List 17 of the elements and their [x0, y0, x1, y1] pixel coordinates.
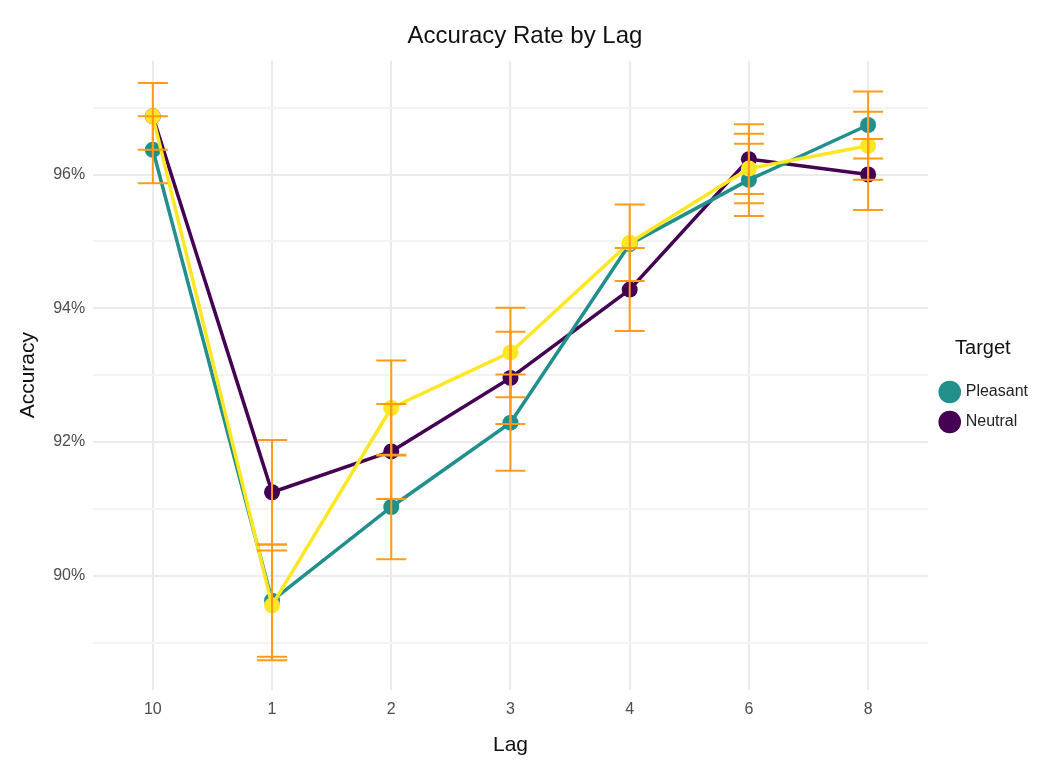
x-tick-label: 4 [625, 699, 635, 717]
x-tick-label: 6 [744, 699, 754, 717]
x-axis-title: Lag [492, 732, 528, 756]
legend-label: Neutral [965, 412, 1018, 430]
x-tick-label: 2 [386, 699, 396, 717]
legend-title: Target [955, 335, 1012, 358]
y-tick-label: 94% [53, 298, 86, 316]
chart-title: Accuracy Rate by Lag [407, 21, 643, 49]
x-tick-label: 8 [863, 699, 873, 717]
y-axis-title: Accuracy [15, 331, 39, 419]
x-tick-label: 10 [143, 699, 162, 717]
legend-label: Pleasant [965, 382, 1029, 400]
y-tick-label: 92% [53, 432, 86, 450]
y-tick-label: 96% [53, 164, 86, 182]
x-tick-label: 3 [506, 699, 516, 717]
x-tick-label: 1 [267, 699, 277, 717]
y-tick-label: 90% [53, 566, 86, 584]
